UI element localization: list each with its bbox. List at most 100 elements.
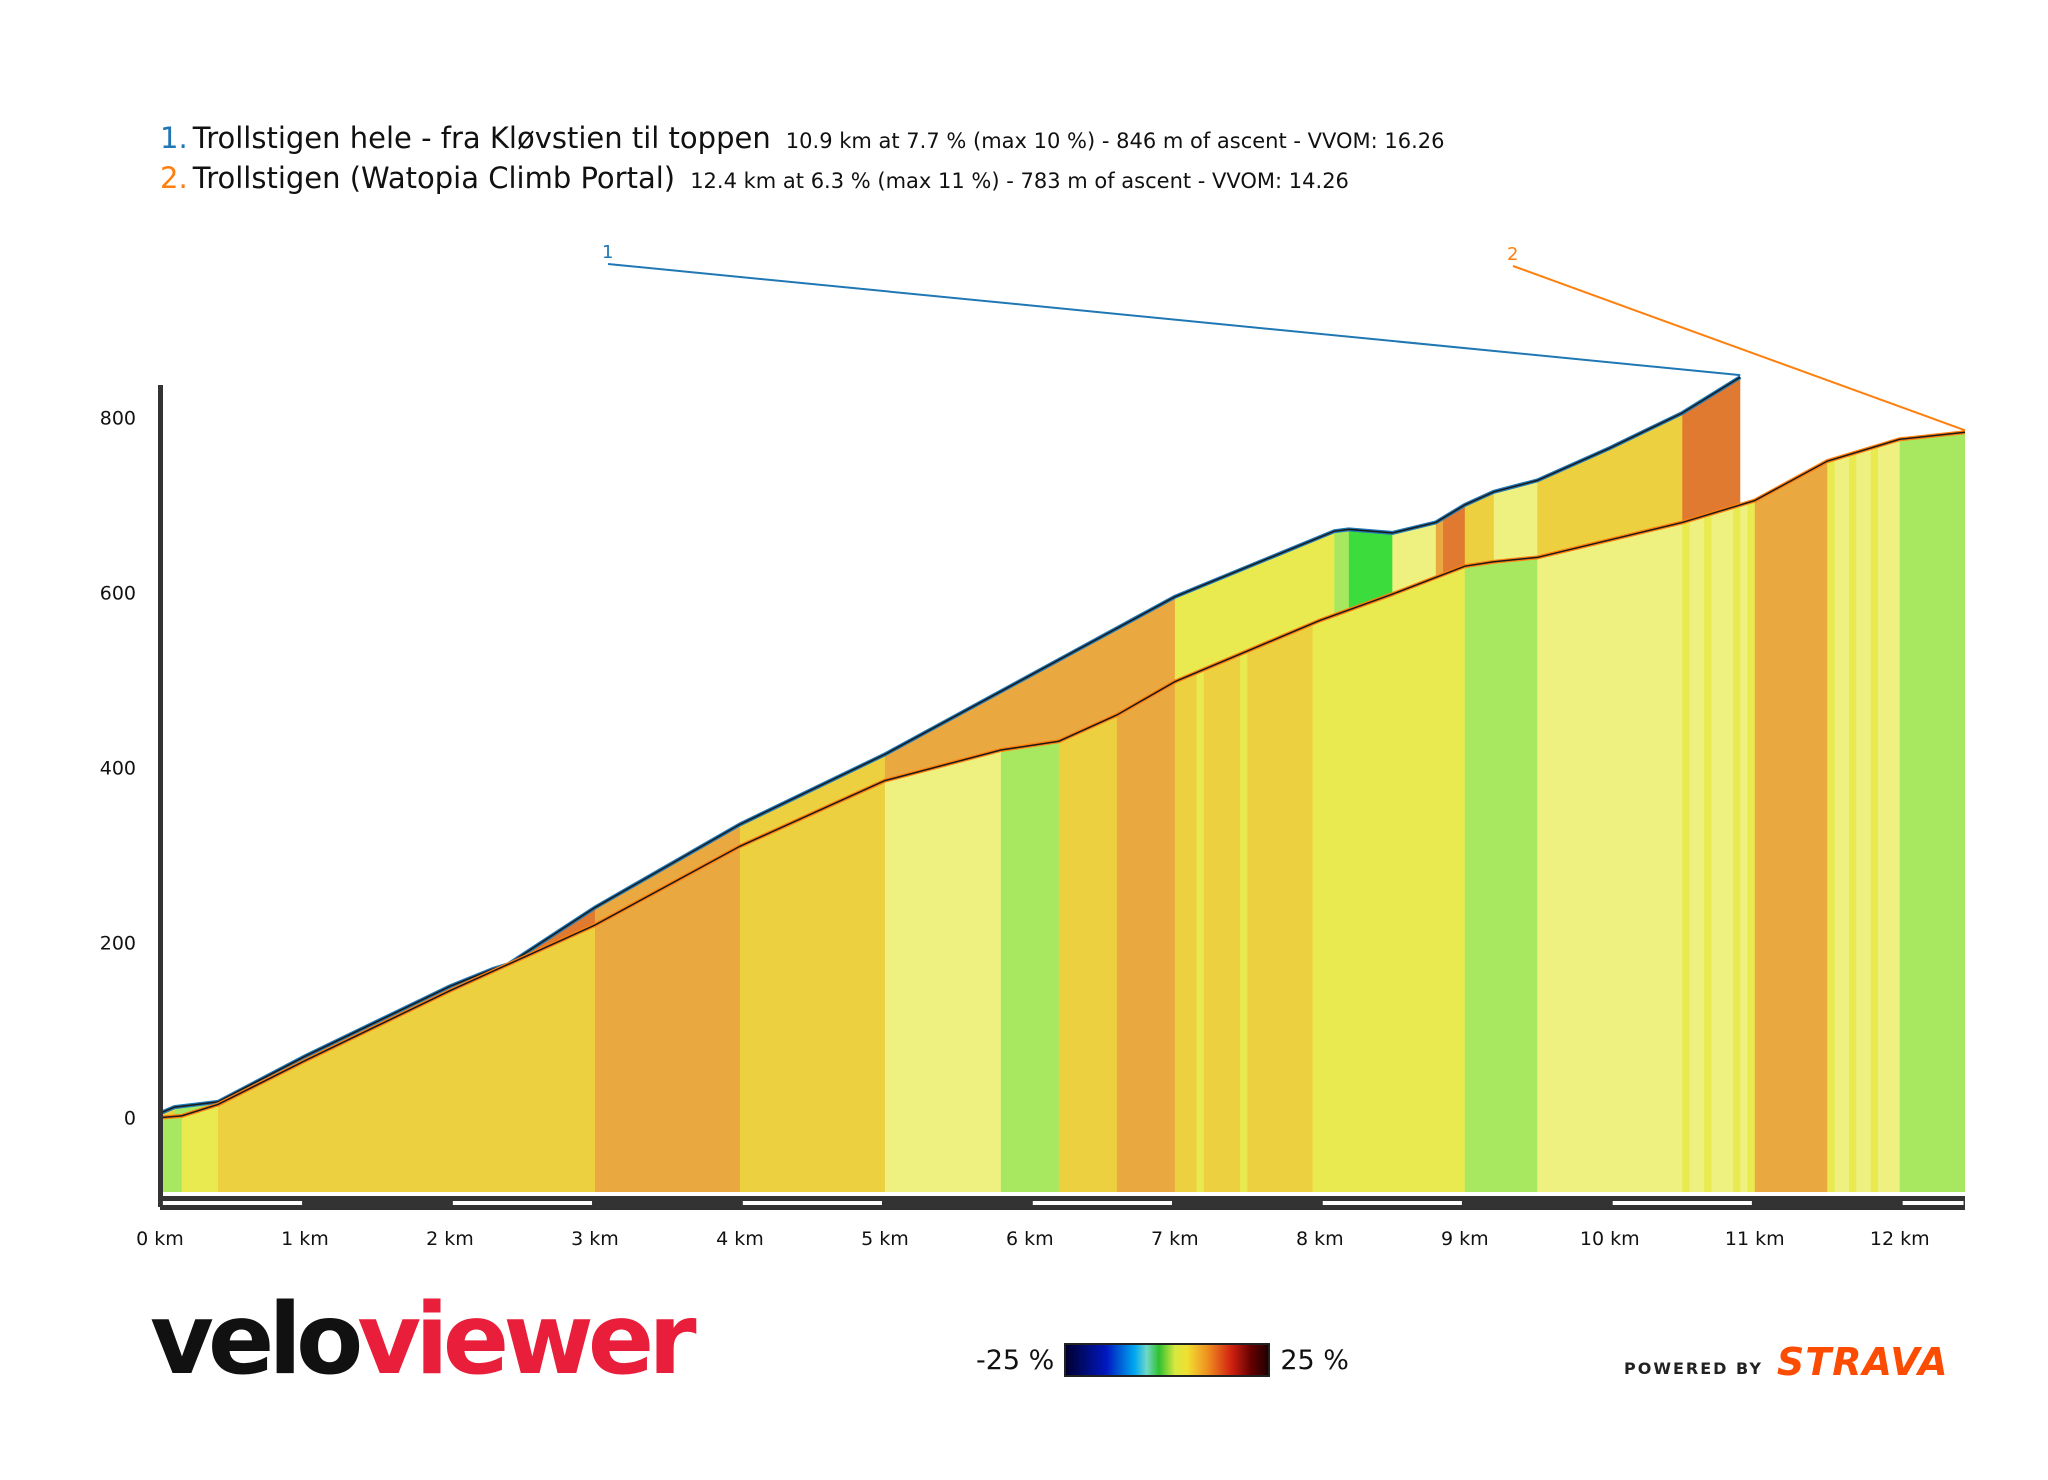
series-2-gradient-band [1406,432,1415,1192]
series-2-gradient-band [1493,432,1502,1192]
series-2-gradient-band [1537,432,1546,1192]
series-1-gradient-band [268,377,277,1192]
series-2-gradient-band [558,432,567,1192]
series-2-gradient-band [747,432,756,1192]
x-axis-km-stripe [1902,1201,1964,1205]
series-2-gradient-band [1044,432,1053,1192]
series-2-gradient-band [406,432,415,1192]
series-2-gradient-band [1486,432,1495,1192]
series-2-gradient-band [602,432,611,1192]
series-2-gradient-band [594,432,603,1192]
series-2-gradient-band [768,432,777,1192]
logo-viewer: viewer [357,1283,696,1397]
series-2-gradient-band [442,432,451,1192]
series-2-gradient-band [1957,432,1965,1192]
series-2-gradient-band [370,432,379,1192]
x-axis-km-stripe [162,1201,303,1205]
series-2-gradient-band [870,432,879,1192]
y-tick-label: 800 [100,407,136,429]
series-2-gradient-band [1189,432,1198,1192]
series-2-gradient-band [1399,432,1408,1192]
series-2-gradient-band [1573,432,1582,1192]
series-2-gradient-band [1936,432,1945,1192]
series-2-gradient-band [1247,432,1256,1192]
series-2-gradient-band [348,432,357,1192]
series-2-gradient-band [1305,432,1314,1192]
series-2-gradient-band [1501,432,1510,1192]
series-2-gradient-band [1472,432,1481,1192]
series-2-gradient-band [1218,432,1227,1192]
series-2-gradient-band [942,432,951,1192]
series-2-gradient-band [899,432,908,1192]
series-2-gradient-band [1508,432,1517,1192]
series-2-gradient-band [1385,432,1394,1192]
series-2-gradient-band [1145,432,1154,1192]
series-2-gradient-band [1153,432,1162,1192]
series-2-gradient-band [950,432,959,1192]
series-2-gradient-band [1450,432,1459,1192]
series-1-gradient-band [181,377,190,1192]
series-2-gradient-band [1856,432,1865,1192]
series-2-gradient-band [1051,432,1060,1192]
series-2-gradient-band [1232,432,1241,1192]
series-2-gradient-band [1080,432,1089,1192]
x-axis-km-stripe [742,1201,882,1205]
series-2-gradient-band [1696,432,1705,1192]
series-2-gradient-band [1116,432,1125,1192]
series-2-gradient-band [1066,432,1075,1192]
series-2-gradient-band [1298,432,1307,1192]
series-2-gradient-band [1718,432,1727,1192]
series-2-gradient-band [826,432,835,1192]
series-2-gradient-band [246,432,256,1192]
logo-velo: velo [150,1283,363,1397]
series-2-gradient-band [703,432,712,1192]
series-2-marker-label: 2 [1507,244,1518,265]
y-tick-label: 0 [124,1108,136,1130]
series-2-gradient-band [1319,432,1328,1192]
series-1-gradient-band [834,377,843,1192]
series-2-gradient-band [1551,432,1560,1192]
series-2-gradient-band [1029,432,1038,1192]
series-2-gradient-band [638,432,647,1192]
series-2-gradient-band [1414,432,1423,1192]
segment-2-number: 2. [160,161,188,195]
series-2-gradient-band [1102,432,1111,1192]
series-2-gradient-band [964,432,973,1192]
x-tick-label: 6 km [1006,1228,1054,1250]
series-2-gradient-band [1899,432,1908,1192]
series-2-gradient-band [1479,432,1488,1192]
series-2-gradient-band [1892,432,1901,1192]
series-1-marker-label: 1 [602,242,613,263]
series-2-gradient-band [1008,432,1017,1192]
series-1-leader-line [607,263,1741,377]
series-2-gradient-band [1377,432,1386,1192]
series-2-gradient-band [203,432,212,1192]
series-2-gradient-band [471,432,480,1192]
series-1-gradient-band [826,377,835,1192]
x-tick-label: 11 km [1725,1228,1785,1250]
gradient-legend: -25 % 25 % [976,1343,1349,1377]
series-2-gradient-band [1015,432,1024,1192]
series-2-gradient-band [1646,432,1655,1192]
series-2-gradient-band [1261,432,1270,1192]
series-2-gradient-band [689,432,698,1192]
series-2-gradient-band [174,432,183,1192]
series-2-gradient-band [355,432,364,1192]
series-2-gradient-band [413,432,422,1192]
series-2-gradient-band [1914,432,1923,1192]
series-1-gradient-band [188,377,198,1192]
series-2-gradient-band [834,432,843,1192]
x-axis-km-stripe [452,1201,593,1205]
series-2-gradient-band [1667,432,1676,1192]
series-2-gradient-band [1921,432,1930,1192]
series-2-gradient-band [935,432,944,1192]
series-2-gradient-band [986,432,995,1192]
series-2-gradient-band [660,432,669,1192]
series-2-gradient-band [304,432,314,1192]
series-2-gradient-band [1805,432,1814,1192]
series-2-gradient-band [797,432,806,1192]
series-2-gradient-band [884,432,893,1192]
series-2-gradient-band [1240,432,1249,1192]
series-1-gradient-band [246,377,256,1192]
series-2-gradient-band [1834,432,1843,1192]
